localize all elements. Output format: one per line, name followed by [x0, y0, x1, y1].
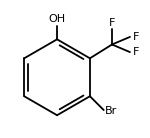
Text: F: F [133, 47, 139, 57]
Text: OH: OH [48, 14, 66, 24]
Text: F: F [133, 32, 139, 42]
Text: Br: Br [105, 106, 117, 116]
Text: F: F [109, 18, 115, 28]
